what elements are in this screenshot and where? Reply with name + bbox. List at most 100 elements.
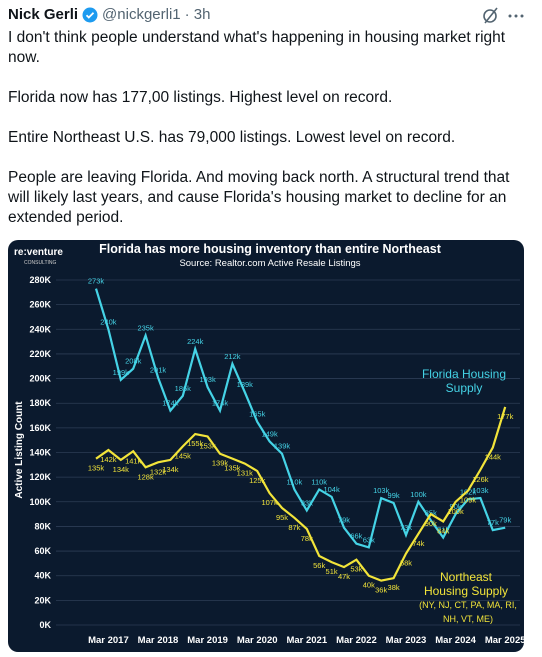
- tweet-paragraph: People are leaving Florida. And moving b…: [8, 169, 510, 226]
- value-label: 53k: [350, 565, 362, 574]
- value-label: 126k: [472, 475, 489, 484]
- y-tick-label: 60K: [34, 546, 51, 556]
- chart-title: Florida has more housing inventory than …: [99, 242, 442, 256]
- value-label: 131k: [237, 469, 254, 478]
- value-label: 47k: [338, 572, 350, 581]
- value-label: 208k: [125, 357, 142, 366]
- value-label: 135k: [224, 464, 241, 473]
- annotation: Northeast Housing Supply: [423, 570, 509, 598]
- value-label: 103k: [472, 486, 489, 495]
- value-label: 199k: [113, 368, 130, 377]
- grok-icon[interactable]: [483, 7, 498, 24]
- value-label: 153k: [199, 441, 216, 450]
- tweet-paragraph: Florida now has 177,00 listings. Highest…: [8, 89, 393, 106]
- value-label: 145k: [175, 451, 192, 460]
- value-label: 100k: [447, 507, 464, 516]
- value-label: 36k: [375, 586, 387, 595]
- y-tick-label: 140K: [29, 448, 51, 458]
- value-label: 139k: [274, 442, 291, 451]
- tweet-paragraph: I don't think people understand what's h…: [8, 29, 506, 66]
- value-label: 79k: [499, 516, 511, 525]
- value-label: 77k: [487, 518, 499, 527]
- value-label: 165k: [249, 410, 266, 419]
- value-label: 149k: [261, 429, 278, 438]
- value-label: 186k: [175, 384, 192, 393]
- value-label: 103k: [373, 486, 390, 495]
- value-label: 110k: [287, 477, 303, 486]
- annotation: Florida Housing Supply: [421, 367, 507, 395]
- logo-sub: CONSULTING: [24, 260, 57, 266]
- value-label: 132k: [150, 467, 167, 476]
- y-tick-label: 220K: [29, 349, 51, 359]
- y-tick-label: 0K: [39, 620, 51, 630]
- y-tick-label: 180K: [29, 398, 51, 408]
- value-label: 87k: [288, 523, 300, 532]
- value-label: 40k: [363, 581, 375, 590]
- value-label: 125k: [249, 476, 266, 485]
- value-label: 90k: [450, 502, 462, 511]
- value-label: 144k: [485, 453, 502, 462]
- more-button[interactable]: [508, 14, 524, 18]
- y-tick-label: 200K: [29, 374, 51, 384]
- series-line: [94, 288, 506, 549]
- annotation: (NY, NJ, CT, PA, MA, RI, NH, VT, ME): [419, 600, 517, 624]
- value-label: 135k: [88, 464, 105, 473]
- x-tick-label: Mar 2024: [435, 635, 476, 646]
- value-label: 174k: [212, 399, 229, 408]
- y-tick-label: 40K: [34, 571, 51, 581]
- value-label: 78k: [301, 534, 313, 543]
- chart-background: [8, 240, 524, 652]
- value-label: 177k: [497, 412, 514, 421]
- value-label: 134k: [162, 465, 179, 474]
- value-label: 56k: [313, 561, 325, 570]
- x-tick-label: Mar 2025: [485, 635, 526, 646]
- value-label: 235k: [137, 323, 154, 332]
- value-label: 142k: [100, 455, 117, 464]
- y-tick-label: 100K: [29, 497, 51, 507]
- value-label: 201k: [150, 365, 167, 374]
- author-name[interactable]: Nick Gerli: [8, 6, 79, 23]
- value-label: 128k: [137, 472, 154, 481]
- value-label: 79k: [338, 516, 350, 525]
- value-label: 71k: [437, 526, 449, 535]
- value-label: 155k: [187, 439, 204, 448]
- value-label: 85k: [425, 508, 437, 517]
- value-label: 66k: [350, 532, 362, 541]
- value-label: 74k: [412, 539, 424, 548]
- y-tick-label: 120K: [29, 472, 51, 482]
- value-label: 104k: [323, 485, 340, 494]
- value-label: 100k: [410, 490, 427, 499]
- value-label: 193k: [199, 375, 216, 384]
- series-line: [95, 406, 507, 582]
- logo: re:venture: [14, 247, 63, 258]
- value-label: 110k: [311, 477, 327, 486]
- value-label: 51k: [326, 567, 338, 576]
- value-label: 139k: [212, 459, 229, 468]
- author-handle[interactable]: @nickgerli1: [102, 6, 181, 23]
- tweet-actions: [483, 7, 524, 24]
- value-label: 107k: [261, 498, 278, 507]
- x-tick-label: Mar 2022: [336, 635, 377, 646]
- y-tick-label: 20K: [34, 595, 51, 605]
- tweet-header: Nick Gerli @nickgerli1 · 3h: [8, 6, 211, 23]
- verified-badge: [82, 7, 98, 22]
- value-label: 63k: [363, 535, 375, 544]
- value-label: 90k: [425, 519, 437, 528]
- value-label: 212k: [224, 352, 241, 361]
- x-tick-label: Mar 2019: [187, 635, 228, 646]
- value-label: 174k: [162, 399, 179, 408]
- value-label: 189k: [237, 380, 254, 389]
- x-tick-label: Mar 2021: [286, 635, 327, 646]
- value-label: 99k: [388, 491, 400, 500]
- tweet-text: I don't think people understand what's h…: [8, 28, 528, 248]
- timestamp[interactable]: · 3h: [184, 6, 211, 23]
- chart-subtitle: Source: Realtor.com Active Resale Listin…: [179, 258, 360, 269]
- value-label: 93k: [301, 498, 313, 507]
- value-label: 109k: [460, 496, 477, 505]
- value-label: 58k: [400, 559, 412, 568]
- value-label: 240k: [100, 317, 117, 326]
- y-axis-label: Active Listing Count: [14, 401, 25, 499]
- y-tick-label: 80K: [34, 521, 51, 531]
